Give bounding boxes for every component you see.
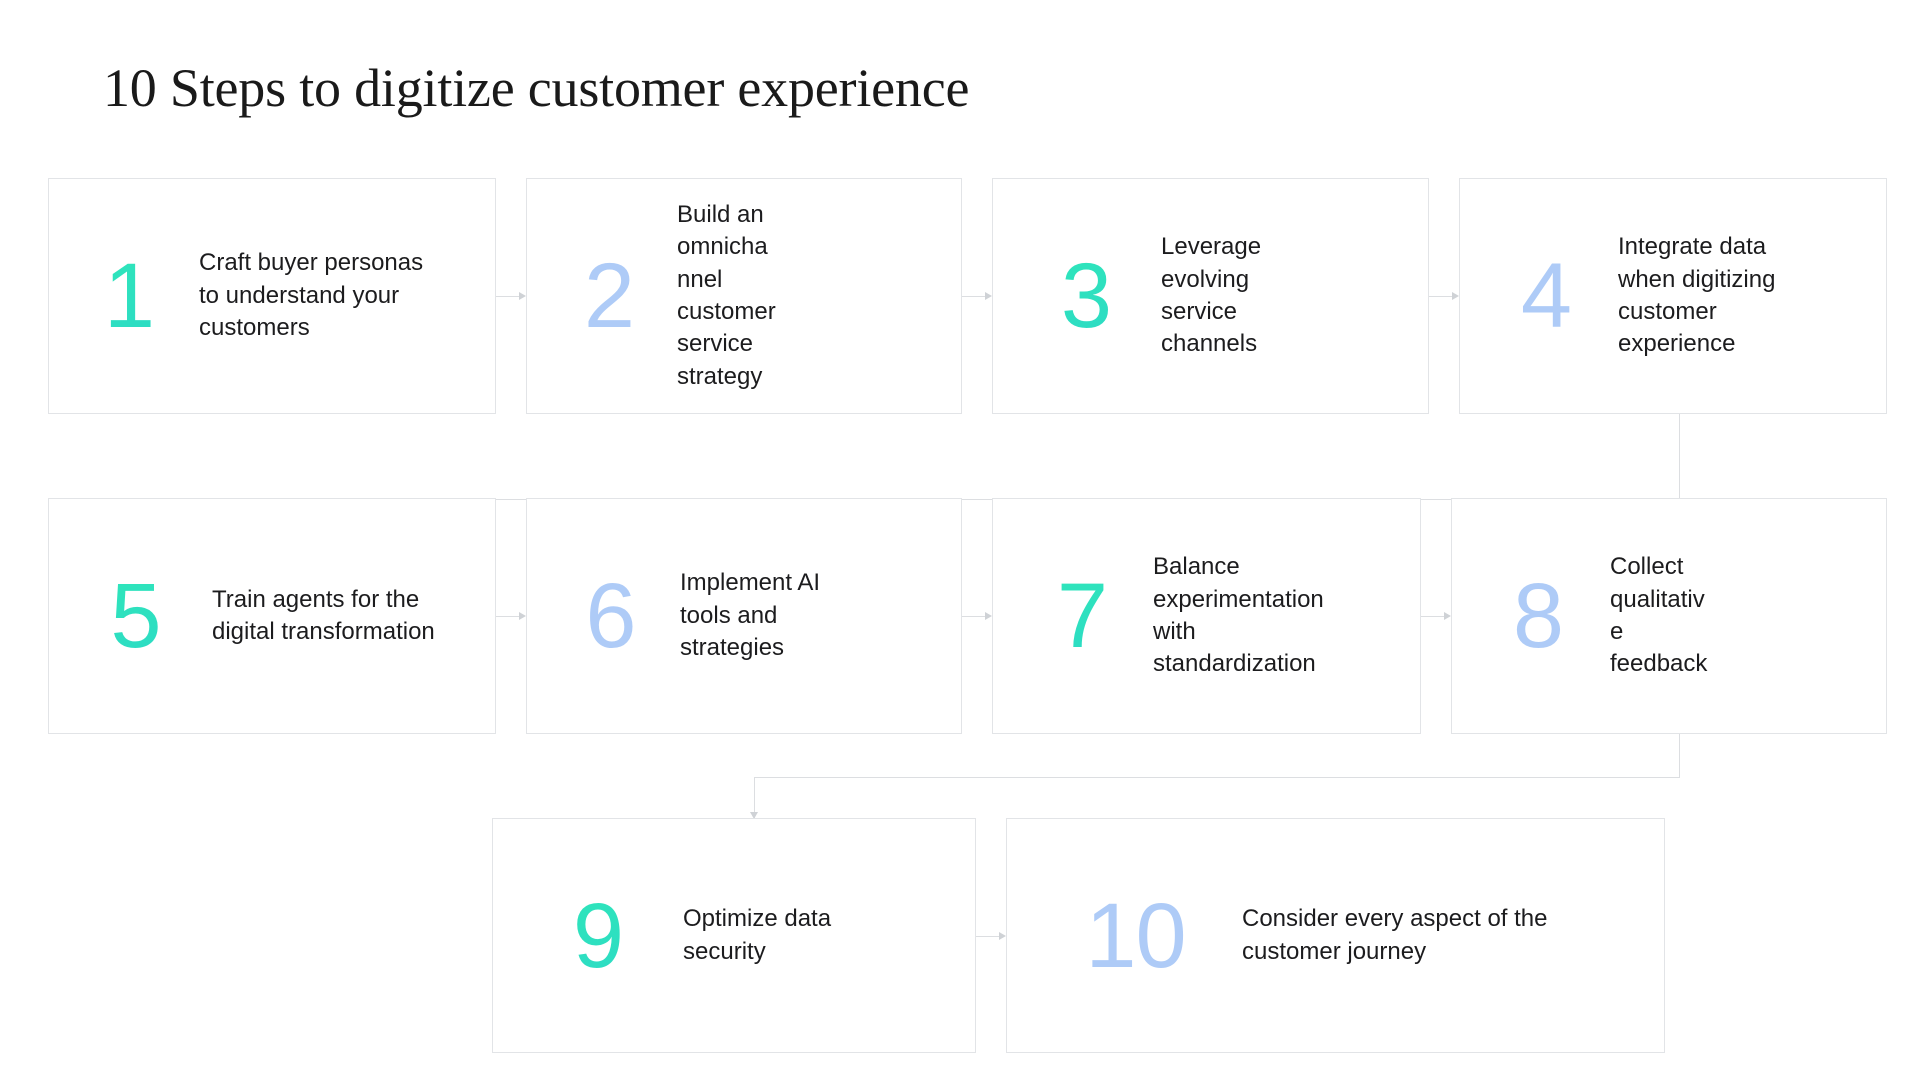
step-box-4[interactable]: 4 Integrate data when digitizing custome… xyxy=(1459,178,1887,414)
step-box-2[interactable]: 2 Build an omnichannel customer service … xyxy=(526,178,962,414)
step-label-6: Implement AI tools and strategies xyxy=(680,569,821,662)
step-number-3: 3 xyxy=(993,250,1161,342)
connector-1-to-2-arrowhead xyxy=(519,292,526,300)
connector-8-to-9-down-left xyxy=(754,777,755,819)
connector-5-to-6-arrowhead xyxy=(519,612,526,620)
step-label-3: Leverage evolving service channels xyxy=(1161,233,1262,358)
step-box-7[interactable]: 7 Balance experimentation with standardi… xyxy=(992,498,1421,734)
page-title: 10 Steps to digitize customer experience xyxy=(103,58,970,118)
step-box-6[interactable]: 6 Implement AI tools and strategies xyxy=(526,498,962,734)
connector-4-to-5-down-right xyxy=(1679,414,1680,499)
step-box-9[interactable]: 9 Optimize data security xyxy=(492,818,976,1053)
step-label-9: Optimize data security xyxy=(683,905,832,965)
connector-4-to-5-across xyxy=(285,499,1680,500)
connector-7-to-8-arrowhead xyxy=(1444,612,1451,620)
step-box-8[interactable]: 8 Collect qualitative feedback xyxy=(1451,498,1887,734)
step-number-7: 7 xyxy=(993,570,1153,662)
step-label-10: Consider every aspect of the customer jo… xyxy=(1242,905,1548,965)
step-box-1[interactable]: 1 Craft buyer personas to understand you… xyxy=(48,178,496,414)
connector-3-to-4-arrowhead xyxy=(1452,292,1459,300)
connector-2-to-3-arrowhead xyxy=(985,292,992,300)
connector-5-to-6 xyxy=(496,616,519,617)
step-box-5[interactable]: 5 Train agents for the digital transform… xyxy=(48,498,496,734)
connector-9-to-10 xyxy=(976,936,999,937)
step-label-7: Balance experimentation with standardiza… xyxy=(1153,553,1324,678)
step-box-10[interactable]: 10 Consider every aspect of the customer… xyxy=(1006,818,1665,1053)
connector-6-to-7 xyxy=(962,616,985,617)
step-label-1: Craft buyer personas to understand your … xyxy=(199,249,424,342)
connector-1-to-2 xyxy=(496,296,519,297)
connector-7-to-8 xyxy=(1421,616,1444,617)
connector-2-to-3 xyxy=(962,296,985,297)
step-number-10: 10 xyxy=(1007,890,1242,982)
connector-9-to-10-arrowhead xyxy=(999,932,1006,940)
step-number-9: 9 xyxy=(493,890,683,982)
step-label-4: Integrate data when digitizing customer … xyxy=(1618,233,1776,358)
step-number-5: 5 xyxy=(49,570,212,662)
step-label-2: Build an omnichannel customer service st… xyxy=(677,200,776,390)
connector-8-to-9-across xyxy=(754,777,1680,778)
connector-8-to-9-arrowhead xyxy=(750,812,758,819)
step-number-2: 2 xyxy=(527,250,677,342)
step-box-3[interactable]: 3 Leverage evolving service channels xyxy=(992,178,1429,414)
step-number-8: 8 xyxy=(1452,570,1610,662)
connector-8-to-9-down-right xyxy=(1679,734,1680,777)
step-label-5: Train agents for the digital transformat… xyxy=(212,585,435,645)
step-label-8: Collect qualitative feedback xyxy=(1610,553,1708,678)
step-number-1: 1 xyxy=(49,250,199,342)
connector-3-to-4 xyxy=(1429,296,1452,297)
connector-6-to-7-arrowhead xyxy=(985,612,992,620)
step-number-6: 6 xyxy=(527,570,680,662)
step-number-4: 4 xyxy=(1460,250,1618,342)
